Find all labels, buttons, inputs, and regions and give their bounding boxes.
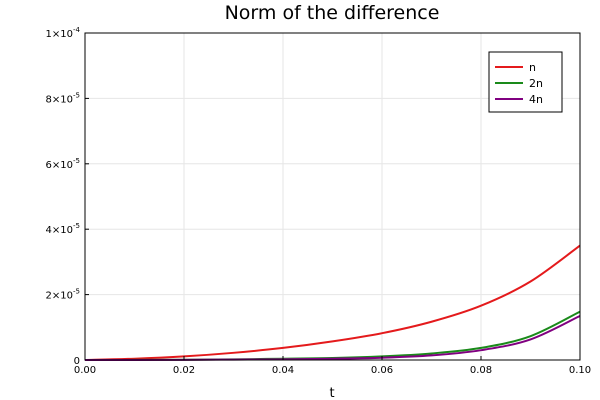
y-tick-exponent: -5 xyxy=(73,288,80,296)
x-ticks: 0.00 0.02 0.04 0.06 0.08 0.10 xyxy=(74,356,591,376)
y-tick-mantissa: 1 xyxy=(46,29,52,40)
y-ticks: 02×10-54×10-56×10-58×10-51×10-4 xyxy=(46,26,89,367)
y-tick-label: 0 xyxy=(74,356,80,367)
y-tick-label: 6×10-5 xyxy=(46,157,80,171)
y-tick-times: ×10 xyxy=(52,94,73,105)
x-tick-label: 0.10 xyxy=(569,365,591,376)
x-tick-label: 0.08 xyxy=(470,365,492,376)
y-tick-mantissa: 2 xyxy=(46,291,52,302)
y-tick-label: 8×10-5 xyxy=(46,91,80,105)
legend-label-4n: 4n xyxy=(529,93,543,106)
y-tick-label: 2×10-5 xyxy=(46,288,80,302)
x-tick-label: 0.00 xyxy=(74,365,96,376)
plot-frame xyxy=(84,32,581,361)
y-tick-mantissa: 8 xyxy=(46,94,52,105)
x-tick-label: 0.02 xyxy=(173,365,195,376)
y-tick-exponent: -5 xyxy=(73,91,80,99)
y-tick-times: ×10 xyxy=(52,291,73,302)
y-tick-label: 1×10-4 xyxy=(46,26,81,40)
y-tick-mantissa: 4 xyxy=(46,225,52,236)
y-tick-times: ×10 xyxy=(52,160,73,171)
series-layer xyxy=(84,244,581,361)
chart-title: Norm of the difference xyxy=(225,2,440,24)
legend-label-2n: 2n xyxy=(529,77,543,90)
series-line-4n xyxy=(84,314,581,361)
x-tick-label: 0.04 xyxy=(272,365,294,376)
y-tick-exponent: -4 xyxy=(73,26,81,34)
series-line-2n xyxy=(84,310,581,361)
y-tick-mantissa: 6 xyxy=(46,160,52,171)
legend-label-n: n xyxy=(529,61,536,74)
x-tick-label: 0.06 xyxy=(371,365,393,376)
y-tick-label: 4×10-5 xyxy=(46,222,80,236)
y-tick-exponent: -5 xyxy=(73,222,80,230)
x-axis-label: t xyxy=(329,386,334,400)
legend: n 2n 4n xyxy=(488,51,563,113)
y-tick-times: ×10 xyxy=(52,225,73,236)
y-tick-times: ×10 xyxy=(52,29,73,40)
series-line-n xyxy=(84,244,581,361)
y-tick-exponent: -5 xyxy=(73,157,80,165)
